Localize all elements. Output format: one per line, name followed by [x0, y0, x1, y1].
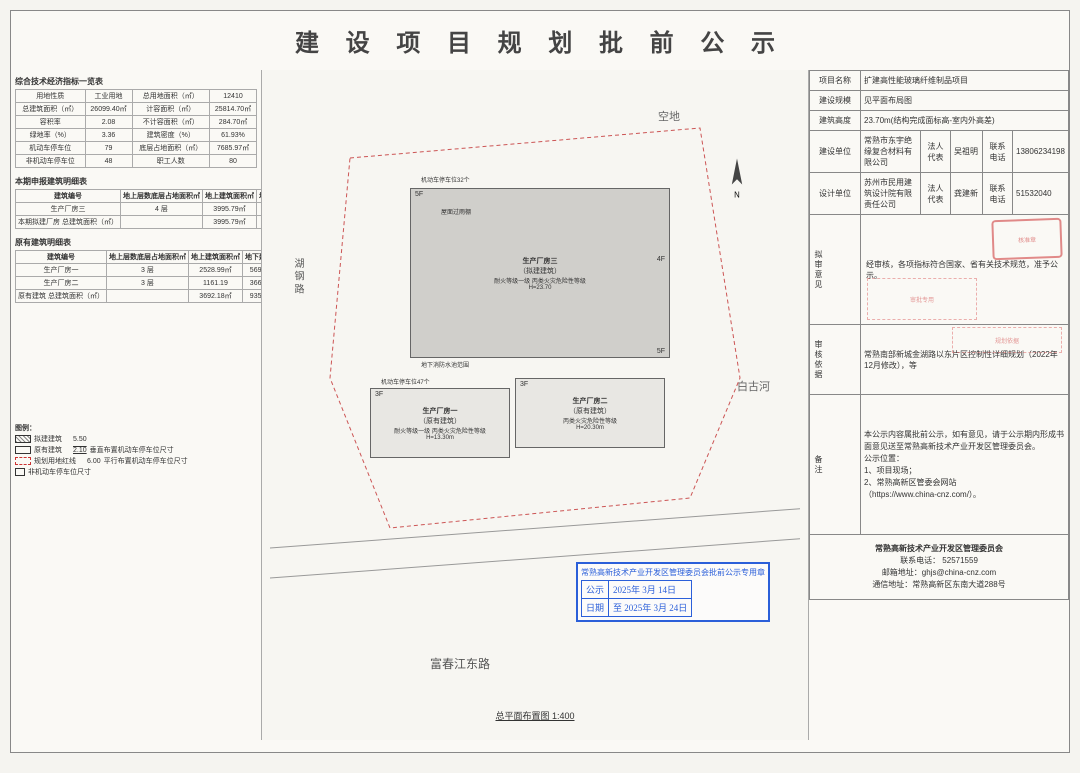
basement-label: 地下消防水池范围 [421, 360, 469, 369]
table2-title: 本期申报建筑明细表 [15, 174, 257, 189]
page-title: 建 设 项 目 规 划 批 前 公 示 [11, 11, 1069, 70]
legend-item: 拟建建筑 [34, 434, 62, 444]
pink-seal-icon: 审批专用 [867, 278, 977, 320]
north-arrow-icon: N [724, 158, 750, 198]
b3-h: H=23.70 [529, 285, 552, 291]
b3-fire: 耐火等级一级 丙类火灾危险性等级 [494, 276, 586, 285]
economic-indicators-table: 用地性质工业用地总用地面积（㎡）12410总建筑面积（㎡）26099.40㎡计容… [15, 89, 257, 168]
legend-item: 非机动车停车位尺寸 [28, 467, 91, 477]
river-label: 白古河 [737, 378, 770, 394]
legend-item: 原有建筑 [34, 445, 62, 455]
parking-label: 机动车停车位32个 [421, 175, 470, 184]
vacant-land-label: 空地 [658, 108, 680, 124]
roof-label: 屋面过雨棚 [441, 207, 471, 216]
legend-item: 规划用地红线 [34, 456, 76, 466]
site-plan: 湖 钢 路 富春江东路 空地 白古河 N 5F 4F 5F 生产厂房三 （拟建建… [261, 70, 809, 740]
road-label-hugang: 湖 钢 路 [290, 258, 305, 294]
plan-caption: 总平面布置图 1:400 [495, 709, 574, 722]
table3-title: 原有建筑明细表 [15, 235, 257, 250]
footer-info: 常熟高新技术产业开发区管理委员会 联系电话： 52571559 邮箱地址：ghj… [813, 539, 1065, 595]
parking-label-2: 机动车停车位47个 [381, 377, 430, 386]
publicity-stamp: 常熟高新技术产业开发区管理委员会批前公示专用章 公示2025年 3月 14日 日… [576, 562, 770, 622]
road-label-fuchun: 富春江东路 [430, 655, 490, 672]
right-column: 项目名称 扩建高性能玻璃纤维制品项目 建设规模 见平面布局图 建筑高度 23.7… [809, 70, 1069, 740]
svg-text:N: N [734, 191, 740, 199]
note-text: 本公示内容属批前公示，如有意见，请于公示期内形成书面意见送至常熟高新技术产业开发… [864, 429, 1065, 501]
content-row: 综合技术经济指标一览表 用地性质工业用地总用地面积（㎡）12410总建筑面积（㎡… [11, 70, 1069, 740]
b3-sub: （拟建建筑） [519, 266, 561, 276]
legend: 图例： 拟建建筑 5.50 原有建筑 2.10 垂直布置机动车停车位尺寸 规划用… [15, 423, 257, 477]
table1-title: 综合技术经济指标一览表 [15, 74, 257, 89]
b3-name: 生产厂房三 [523, 256, 558, 266]
legend-title: 图例： [15, 423, 257, 433]
building-2: 3F 生产厂房二 （原有建筑） 丙类火灾危险性等级 H=20.30m [515, 378, 665, 448]
building-3: 5F 4F 5F 生产厂房三 （拟建建筑） 耐火等级一级 丙类火灾危险性等级 H… [410, 188, 670, 358]
left-column: 综合技术经济指标一览表 用地性质工业用地总用地面积（㎡）12410总建筑面积（㎡… [11, 70, 261, 740]
red-seal-icon: 核准章 [991, 218, 1062, 260]
pink-seal-icon: 规划依据 [952, 327, 1062, 353]
project-info-table: 项目名称 扩建高性能玻璃纤维制品项目 建设规模 见平面布局图 建筑高度 23.7… [809, 70, 1069, 600]
building-1: 3F 生产厂房一 （原有建筑） 耐火等级一级 丙类火灾危险性等级 H=13.30… [370, 388, 510, 458]
drawing-sheet: 建 设 项 目 规 划 批 前 公 示 综合技术经济指标一览表 用地性质工业用地… [10, 10, 1070, 753]
